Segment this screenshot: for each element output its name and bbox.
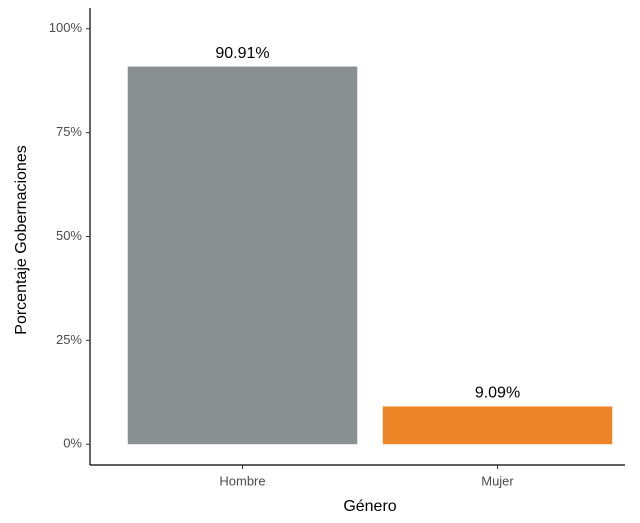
y-tick-label: 25%	[56, 332, 82, 347]
y-tick-label: 50%	[56, 228, 82, 243]
x-axis-label: Género	[343, 498, 396, 515]
bar	[382, 406, 613, 445]
value-label: 90.91%	[215, 45, 269, 62]
bar	[127, 66, 358, 445]
y-tick-label: 100%	[49, 20, 83, 35]
y-tick-label: 0%	[63, 436, 82, 451]
y-axis-label: Porcentaje Gobernaciones	[13, 145, 30, 334]
x-tick-label: Mujer	[481, 473, 514, 488]
x-tick-label: Hombre	[219, 473, 265, 488]
y-tick-label: 75%	[56, 124, 82, 139]
value-label: 9.09%	[475, 385, 520, 402]
